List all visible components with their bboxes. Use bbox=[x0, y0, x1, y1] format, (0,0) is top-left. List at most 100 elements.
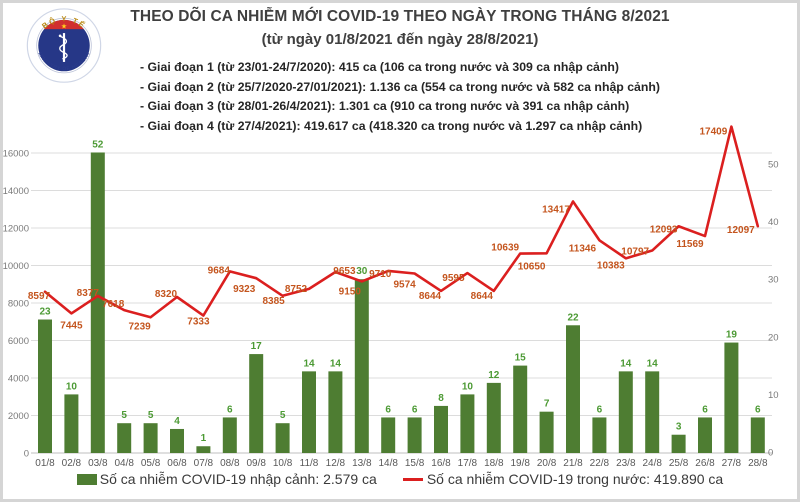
y-axis-right-tick-label: 10 bbox=[768, 390, 779, 401]
domestic-line-label: 8320 bbox=[155, 289, 178, 300]
imported-bar bbox=[170, 428, 184, 453]
domestic-line-label: 9595 bbox=[442, 273, 465, 284]
domestic-line-label: 8644 bbox=[471, 291, 494, 302]
ministry-of-health-emblem: ★ BỘ Y TẾ MINISTRY OF HEALTH bbox=[26, 8, 102, 83]
y-axis-left-tick-label: 6000 bbox=[8, 336, 29, 347]
imported-bar-label: 12 bbox=[488, 370, 500, 381]
y-axis-right-tick-label: 40 bbox=[768, 217, 779, 228]
x-axis-label: 20/8 bbox=[537, 458, 557, 469]
imported-bar-label: 30 bbox=[356, 266, 368, 277]
imported-bar-label: 10 bbox=[66, 381, 78, 392]
y-axis-right-tick-label: 0 bbox=[768, 448, 773, 459]
domestic-line-swatch bbox=[402, 477, 423, 481]
imported-bar-label: 14 bbox=[647, 358, 659, 369]
y-axis-left-tick-label: 0 bbox=[24, 449, 29, 460]
x-axis-label: 24/8 bbox=[642, 458, 662, 469]
imported-bar bbox=[222, 417, 237, 453]
x-axis-label: 01/8 bbox=[35, 458, 55, 469]
y-axis-right-tick-label: 20 bbox=[768, 332, 779, 343]
x-axis-label: 06/8 bbox=[167, 458, 187, 469]
imported-bar bbox=[354, 279, 369, 453]
imported-bar bbox=[381, 417, 396, 453]
imported-bar bbox=[90, 152, 105, 454]
domestic-line-label: 10639 bbox=[491, 243, 519, 254]
imported-bar-label: 5 bbox=[121, 410, 127, 421]
imported-bar-label: 15 bbox=[515, 353, 527, 364]
domestic-line-label: 9684 bbox=[208, 265, 231, 276]
legend-imported: Số ca nhiễm COVID-19 nhập cảnh: 2.579 ca bbox=[76, 471, 377, 487]
x-axis-label: 27/8 bbox=[722, 458, 742, 469]
y-axis-left-tick-label: 2000 bbox=[8, 411, 29, 422]
logo-red-band bbox=[38, 19, 90, 30]
imported-bar bbox=[328, 371, 343, 453]
x-axis-label: 23/8 bbox=[616, 458, 636, 469]
x-axis-label: 03/8 bbox=[88, 458, 108, 469]
imported-bar-label: 52 bbox=[92, 139, 104, 150]
imported-bar bbox=[38, 319, 52, 453]
x-axis-label: 14/8 bbox=[378, 458, 398, 469]
domestic-line-label: 11569 bbox=[676, 239, 704, 250]
imported-bar bbox=[275, 423, 290, 453]
imported-bar bbox=[407, 417, 422, 453]
domestic-line bbox=[43, 125, 760, 319]
imported-bar bbox=[618, 371, 633, 453]
x-axis-label: 28/8 bbox=[748, 458, 768, 469]
x-axis-label: 26/8 bbox=[695, 458, 715, 469]
imported-bar bbox=[539, 411, 554, 453]
logo-snake-icon bbox=[59, 35, 68, 60]
x-axis-label: 25/8 bbox=[669, 458, 689, 469]
domestic-line-label: 13417 bbox=[542, 204, 570, 215]
x-axis-label: 04/8 bbox=[114, 458, 134, 469]
phase-summary: - Giai đoạn 1 (từ 23/01-24/7/2020): 415 … bbox=[140, 58, 660, 136]
imported-bar bbox=[302, 371, 316, 453]
logo-snake-head bbox=[58, 34, 62, 38]
x-axis-label: 10/8 bbox=[273, 458, 293, 469]
x-axis-label: 12/8 bbox=[326, 458, 346, 469]
x-axis-label: 18/8 bbox=[484, 458, 504, 469]
y-axis-left-tick-label: 4000 bbox=[8, 374, 29, 385]
imported-bar-label: 5 bbox=[148, 410, 154, 421]
domestic-line-label: 7445 bbox=[60, 320, 83, 331]
imported-bar bbox=[486, 382, 501, 453]
imported-bar-label: 5 bbox=[280, 410, 286, 421]
imported-bar-label: 3 bbox=[676, 422, 682, 433]
page-title: THEO DÕI CA NHIỄM MỚI COVID-19 THEO NGÀY… bbox=[130, 8, 670, 25]
x-axis-label: 16/8 bbox=[431, 458, 451, 469]
imported-bar-label: 6 bbox=[597, 404, 603, 415]
x-axis-label: 13/8 bbox=[352, 458, 372, 469]
domestic-line-label: 7239 bbox=[128, 321, 151, 332]
domestic-line-label: 11346 bbox=[569, 243, 597, 254]
imported-bar bbox=[434, 405, 448, 453]
x-axis-label: 07/8 bbox=[194, 458, 214, 469]
x-axis-label: 11/8 bbox=[300, 458, 319, 469]
imported-bar-label: 7 bbox=[544, 399, 550, 410]
imported-bar bbox=[460, 394, 475, 453]
domestic-line-label: 17409 bbox=[699, 127, 727, 138]
imported-bar bbox=[698, 417, 712, 453]
x-axis-label: 09/8 bbox=[246, 458, 266, 469]
x-axis-label: 15/8 bbox=[405, 458, 425, 469]
phase-2-line: - Giai đoạn 2 (từ 25/7/2020-27/01/2021):… bbox=[139, 79, 661, 94]
imported-bar-label: 10 bbox=[462, 381, 474, 392]
imported-bar-label: 6 bbox=[755, 404, 761, 415]
imported-bar-label: 14 bbox=[620, 358, 632, 369]
x-axis-label: 02/8 bbox=[62, 458, 82, 469]
domestic-line-label: 9150 bbox=[339, 286, 362, 297]
y-axis-left-tick-label: 10000 bbox=[3, 261, 29, 272]
y-axis-left-tick-label: 14000 bbox=[3, 186, 29, 197]
chart-legend: Số ca nhiễm COVID-19 nhập cảnh: 2.579 ca… bbox=[0, 471, 800, 487]
y-axis-right-tick-label: 30 bbox=[768, 275, 779, 286]
legend-domestic: Số ca nhiễm COVID-19 trong nước: 419.890… bbox=[402, 471, 723, 487]
imported-bar bbox=[645, 371, 660, 453]
x-axis-label: 19/8 bbox=[510, 458, 530, 469]
x-axis-label: 17/8 bbox=[458, 458, 478, 469]
domestic-line-label: 8644 bbox=[419, 291, 442, 302]
imported-bar bbox=[724, 342, 739, 453]
imported-bar bbox=[196, 446, 211, 453]
imported-bar bbox=[117, 423, 132, 453]
phase-4-line: - Giai đoạn 4 (từ 27/4/2021): 419.617 ca… bbox=[139, 118, 643, 133]
imported-bar-label: 14 bbox=[303, 358, 315, 369]
imported-bar bbox=[249, 354, 264, 453]
imported-bar-label: 6 bbox=[702, 404, 708, 415]
